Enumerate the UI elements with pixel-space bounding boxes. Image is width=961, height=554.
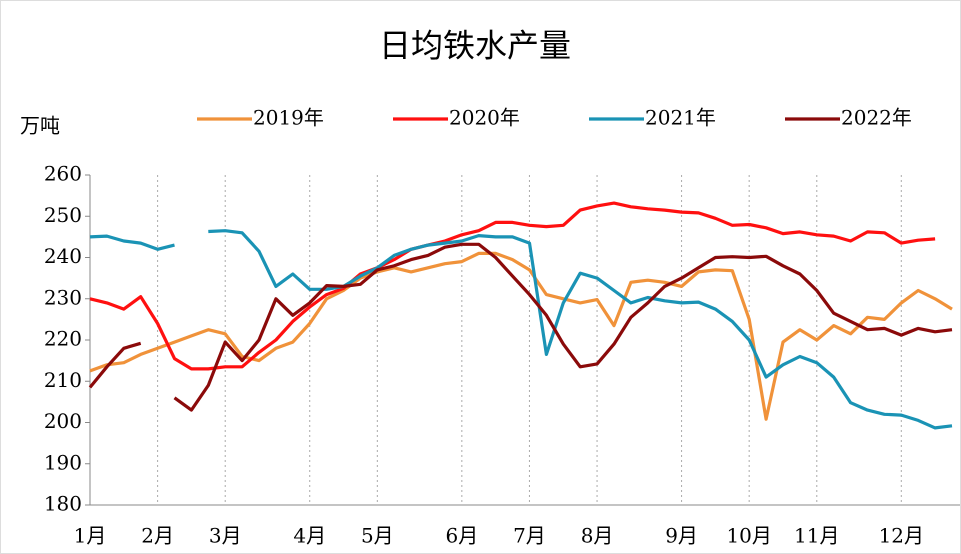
series-line (89, 229, 953, 430)
x-tick-label: 12月 (879, 524, 924, 548)
y-axis-label: 万吨 (20, 114, 60, 138)
x-tick-label: 6月 (445, 524, 478, 548)
x-tick-label: 5月 (361, 524, 394, 548)
x-tick-label: 7月 (513, 524, 546, 548)
legend-label: 2020年 (449, 106, 520, 130)
x-tick-label: 1月 (74, 524, 107, 548)
y-tick-label: 210 (44, 368, 82, 392)
y-tick-label: 260 (44, 162, 82, 186)
x-tick-label: 10月 (726, 524, 771, 548)
x-tick-label: 11月 (794, 524, 839, 548)
y-tick-label: 250 (44, 203, 82, 227)
x-tick-label: 4月 (293, 524, 326, 548)
series-line (89, 201, 936, 371)
y-tick-label: 220 (44, 327, 82, 351)
chart-title: 日均铁水产量 (379, 27, 571, 65)
y-tick-label: 200 (44, 409, 82, 433)
x-tick-label: 8月 (581, 524, 614, 548)
legend-label: 2022年 (841, 106, 912, 130)
series-line (89, 251, 953, 421)
y-tick-label: 230 (44, 285, 82, 309)
y-tick-label: 180 (44, 492, 82, 516)
series-line (88, 242, 953, 412)
y-tick-label: 240 (44, 244, 82, 268)
legend-label: 2019年 (253, 106, 324, 130)
y-tick-label: 190 (44, 450, 82, 474)
x-tick-label: 2月 (141, 524, 174, 548)
legend-label: 2021年 (645, 106, 716, 130)
x-tick-label: 3月 (209, 524, 242, 548)
x-tick-label: 9月 (665, 524, 698, 548)
